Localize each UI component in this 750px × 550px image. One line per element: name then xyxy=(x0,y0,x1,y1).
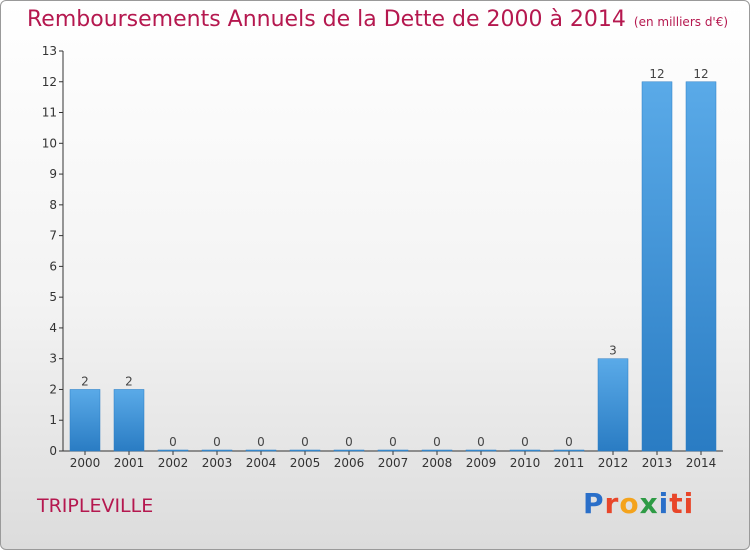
data-label: 0 xyxy=(257,435,265,449)
x-tick-label: 2013 xyxy=(642,456,673,470)
x-tick-label: 2012 xyxy=(598,456,629,470)
y-tick-label: 0 xyxy=(49,444,57,458)
y-tick-label: 9 xyxy=(49,167,57,181)
bar xyxy=(157,449,189,452)
y-tick-label: 5 xyxy=(49,290,57,304)
x-tick-label: 2004 xyxy=(246,456,277,470)
y-tick-label: 1 xyxy=(49,413,57,427)
data-label: 2 xyxy=(81,374,89,388)
x-tick-label: 2007 xyxy=(378,456,409,470)
data-label: 12 xyxy=(649,67,664,81)
bar xyxy=(113,389,145,452)
x-tick-label: 2011 xyxy=(554,456,585,470)
proxiti-logo: Proxiti xyxy=(583,487,695,520)
bar xyxy=(597,358,629,452)
chart-title: Remboursements Annuels de la Dette de 20… xyxy=(27,7,728,32)
y-tick-label: 11 xyxy=(42,106,57,120)
bar xyxy=(685,81,717,452)
bar xyxy=(553,449,585,452)
bar xyxy=(509,449,541,452)
bar xyxy=(69,389,101,452)
bar xyxy=(465,449,497,452)
y-tick-label: 10 xyxy=(42,136,57,150)
y-tick-label: 6 xyxy=(49,259,57,273)
bar xyxy=(421,449,453,452)
chart-unit: (en milliers d'€) xyxy=(633,15,729,29)
bar xyxy=(377,449,409,452)
data-label: 0 xyxy=(345,435,353,449)
x-tick-label: 2008 xyxy=(422,456,453,470)
bar xyxy=(641,81,673,452)
data-label: 0 xyxy=(301,435,309,449)
data-label: 0 xyxy=(389,435,397,449)
x-tick-label: 2002 xyxy=(158,456,189,470)
y-tick-label: 8 xyxy=(49,198,57,212)
bar xyxy=(333,449,365,452)
bar xyxy=(201,449,233,452)
x-tick-label: 2003 xyxy=(202,456,233,470)
bar xyxy=(289,449,321,452)
x-tick-label: 2000 xyxy=(70,456,101,470)
data-label: 0 xyxy=(521,435,529,449)
data-label: 0 xyxy=(213,435,221,449)
x-tick-label: 2009 xyxy=(466,456,497,470)
y-tick-label: 13 xyxy=(42,44,57,58)
x-tick-label: 2005 xyxy=(290,456,321,470)
commune-name: TRIPLEVILLE xyxy=(37,495,154,517)
data-label: 12 xyxy=(693,67,708,81)
y-tick-label: 3 xyxy=(49,352,57,366)
data-label: 0 xyxy=(169,435,177,449)
data-label: 0 xyxy=(477,435,485,449)
x-tick-label: 2001 xyxy=(114,456,145,470)
data-label: 0 xyxy=(433,435,441,449)
bar xyxy=(245,449,277,452)
y-tick-label: 7 xyxy=(49,229,57,243)
y-tick-label: 2 xyxy=(49,382,57,396)
chart-title-text: Remboursements Annuels de la Dette de 20… xyxy=(27,7,626,32)
data-label: 2 xyxy=(125,374,133,388)
data-label: 3 xyxy=(609,344,617,358)
y-tick-label: 12 xyxy=(42,75,57,89)
y-tick-label: 4 xyxy=(49,321,57,335)
data-label: 0 xyxy=(565,435,573,449)
x-tick-label: 2014 xyxy=(686,456,717,470)
x-tick-label: 2010 xyxy=(510,456,541,470)
x-tick-label: 2006 xyxy=(334,456,365,470)
